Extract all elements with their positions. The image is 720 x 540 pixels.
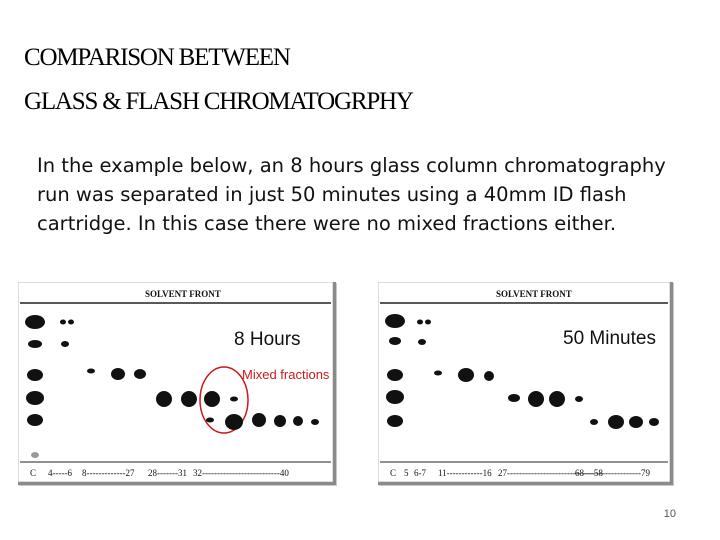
axis-label: C bbox=[390, 468, 396, 478]
spot bbox=[389, 337, 401, 345]
axis-label: 28-------31 bbox=[148, 468, 187, 478]
tlc-plate-flash: SOLVENT FRONT 50 Minutes C 5 bbox=[378, 282, 673, 485]
spot bbox=[425, 319, 431, 325]
spot bbox=[528, 391, 544, 407]
spots-glass bbox=[25, 315, 319, 458]
axis-label: 32--------------------------40 bbox=[193, 468, 289, 478]
spot bbox=[27, 369, 43, 381]
spot bbox=[134, 369, 146, 379]
spot bbox=[649, 418, 659, 426]
title-line-1: COMPARISON BETWEEN bbox=[24, 44, 291, 71]
spot bbox=[274, 415, 286, 427]
plate-border bbox=[18, 282, 333, 482]
fraction-axis-flash: C 5 6-7 11------------16 27-------------… bbox=[390, 468, 650, 478]
spot bbox=[206, 417, 214, 423]
axis-label: C bbox=[30, 468, 36, 478]
spots-flash bbox=[385, 314, 659, 429]
spot bbox=[230, 396, 238, 402]
spot bbox=[26, 391, 44, 405]
spot bbox=[225, 414, 243, 430]
spot bbox=[111, 368, 125, 380]
mixed-fractions-circle bbox=[199, 366, 249, 434]
spot bbox=[293, 416, 303, 426]
axis-label: 68-------------------79 bbox=[575, 468, 650, 478]
spot bbox=[418, 339, 426, 345]
title-line-2: GLASS & FLASH CHROMATOGRPHY bbox=[24, 88, 414, 115]
spot bbox=[156, 391, 172, 407]
axis-label: 6-7 bbox=[414, 468, 426, 478]
spot bbox=[87, 368, 95, 374]
axis-label: 8-------------27 bbox=[82, 468, 135, 478]
spot bbox=[508, 394, 520, 402]
spot bbox=[549, 391, 565, 407]
spot bbox=[27, 414, 43, 426]
spot bbox=[61, 341, 69, 347]
spot bbox=[385, 314, 405, 328]
solvent-front-label: SOLVENT FRONT bbox=[496, 289, 572, 299]
spot bbox=[575, 396, 583, 402]
axis-label: 11------------16 bbox=[438, 468, 492, 478]
spot bbox=[434, 370, 442, 376]
axis-label: 27-----------------------------58 bbox=[498, 468, 603, 478]
tlc-plate-flash-svg: SOLVENT FRONT 50 Minutes C 5 bbox=[378, 282, 670, 482]
spot bbox=[386, 390, 404, 404]
spot bbox=[629, 416, 643, 428]
spot bbox=[25, 315, 45, 329]
axis-label: 5 bbox=[404, 468, 409, 478]
spot bbox=[590, 419, 598, 425]
slide-title: COMPARISON BETWEEN GLASS & FLASH CHROMAT… bbox=[24, 36, 414, 124]
body-paragraph: In the example below, an 8 hours glass c… bbox=[37, 154, 666, 235]
solvent-front-label: SOLVENT FRONT bbox=[145, 289, 221, 299]
tlc-plate-glass-svg: SOLVENT FRONT 8 Hours Mixed fractions bbox=[18, 282, 333, 482]
spot bbox=[387, 415, 403, 427]
spot bbox=[60, 319, 66, 325]
spot bbox=[311, 419, 319, 425]
tlc-plate-glass: SOLVENT FRONT 8 Hours Mixed fractions bbox=[18, 282, 336, 485]
spot bbox=[68, 319, 74, 325]
spot bbox=[252, 413, 266, 427]
axis-label: 4-----6 bbox=[48, 468, 72, 478]
spot bbox=[387, 369, 403, 381]
page-number: 10 bbox=[663, 508, 676, 520]
spot bbox=[608, 415, 624, 429]
spot bbox=[181, 391, 197, 407]
spot bbox=[417, 319, 423, 325]
spot bbox=[204, 391, 220, 407]
spot bbox=[458, 368, 474, 382]
spot bbox=[28, 340, 42, 348]
spot bbox=[484, 371, 494, 381]
mixed-fractions-label: Mixed fractions bbox=[242, 367, 330, 382]
duration-label: 50 Minutes bbox=[563, 328, 656, 349]
spot bbox=[31, 452, 39, 458]
fraction-axis-glass: C 4-----6 8-------------27 28-------31 3… bbox=[30, 468, 289, 478]
plate-border bbox=[378, 282, 670, 482]
duration-label: 8 Hours bbox=[234, 329, 301, 350]
